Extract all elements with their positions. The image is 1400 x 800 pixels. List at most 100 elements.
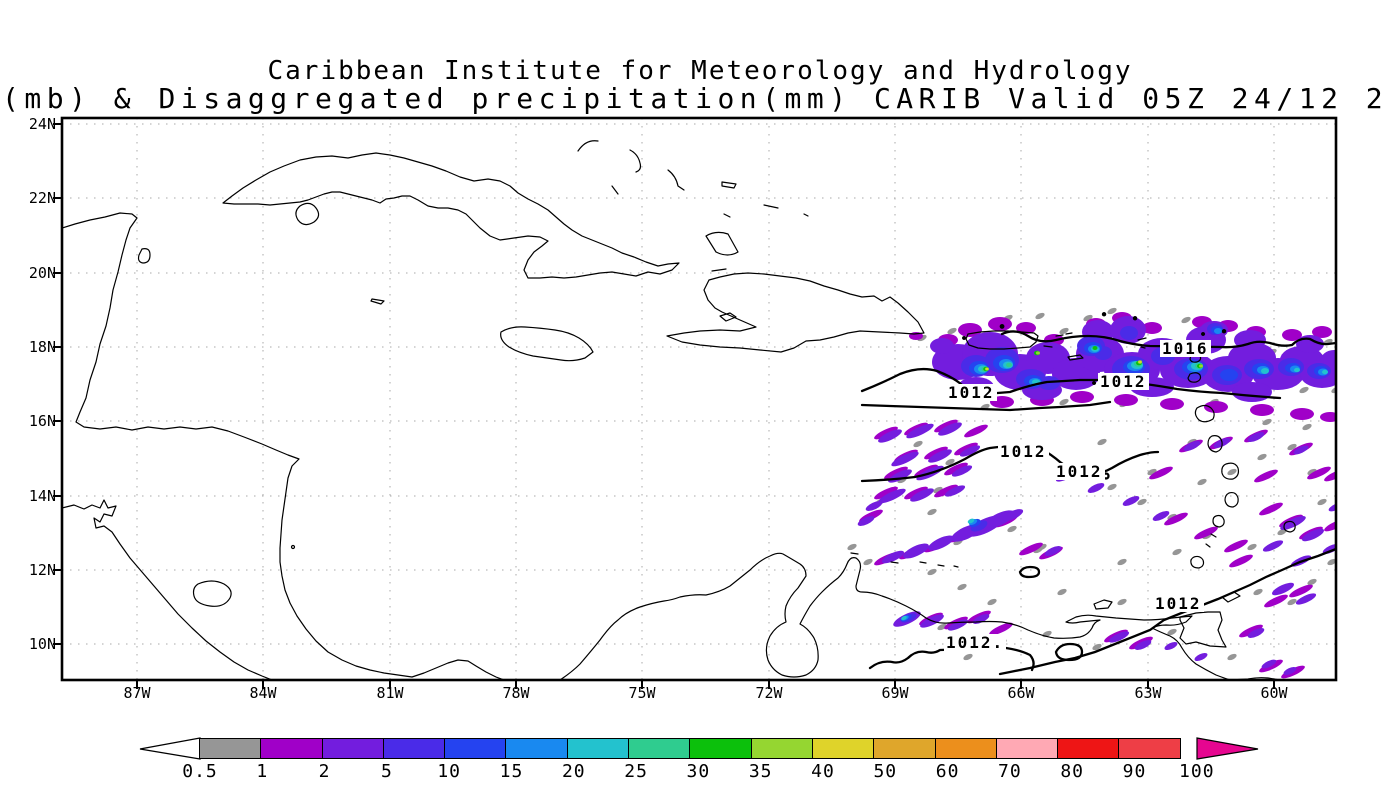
jamaica: [500, 326, 594, 362]
colorbar-cell: [566, 738, 630, 759]
vieques: [1043, 345, 1053, 348]
lat-label-20n: 20N: [28, 264, 56, 282]
isobar-closed-small: [1018, 565, 1041, 579]
st-croix: [1067, 354, 1084, 361]
colorbar-cell: [260, 738, 323, 759]
chart-title-line1: Caribbean Institute for Meteorology and …: [267, 56, 1133, 86]
gonave-island: [719, 312, 737, 322]
isobar-label-1012-a: 1012: [946, 383, 997, 402]
cozumel-island: [137, 248, 151, 264]
lon-label-87w: 87W: [123, 684, 151, 702]
hispaniola: [666, 272, 925, 353]
colorbar-tick-label: 40: [811, 761, 835, 782]
lon-label-69w: 69W: [881, 684, 909, 702]
colorbar-underflow-arrow: [139, 737, 201, 760]
isobar-label-1012-e: 1012: [1153, 594, 1204, 613]
isobar-label-1012-b: 1012: [1098, 372, 1149, 391]
colorbar-cell: [689, 738, 752, 759]
isobar-1012-venezuela: [868, 646, 1035, 672]
colorbar-tick-label: 100: [1179, 761, 1215, 782]
puerto-rico: [965, 330, 1039, 350]
isobar-label-1012-d: 1012: [1054, 462, 1105, 481]
colorbar-tick-label: 5: [380, 761, 393, 782]
lat-label-14n: 14N: [28, 487, 56, 505]
colorbar-tick-label: 50: [873, 761, 898, 782]
colorbar-tick-label: 30: [686, 761, 711, 782]
colorbar-cell: [1057, 738, 1120, 759]
colorbar-cell: [505, 738, 568, 759]
colorbar-cell: [199, 738, 262, 759]
lat-label-18n: 18N: [28, 338, 56, 356]
chart-title-line2: (mb) & Disaggregated precipitation(mm) C…: [2, 82, 1389, 115]
isobar-closed-low: [1054, 642, 1084, 662]
isobar-label-1012-f: 1012.: [944, 633, 1007, 652]
colorbar-cell: [444, 738, 507, 759]
colorbar-tick-label: 15: [499, 761, 524, 782]
colorbar-tick-label: 10: [437, 761, 462, 782]
graticule-gridlines: [62, 118, 1336, 680]
isobar-1012-north: [860, 367, 1282, 400]
colorbar-tick-label: 60: [935, 761, 960, 782]
lon-label-72w: 72W: [755, 684, 783, 702]
san-andres-island: [290, 544, 296, 550]
isobar-label-1016: 1016: [1160, 339, 1211, 358]
colorbar-tick-label: 90: [1122, 761, 1147, 782]
colorbar-cell: [1118, 738, 1181, 759]
virgin-islands: [1055, 332, 1073, 337]
isobar-contours: [860, 312, 1335, 676]
colorbar-tick-label: 70: [998, 761, 1022, 782]
precipitation-shading: [847, 307, 1335, 679]
isobar-1012-north-lower: [860, 400, 1112, 412]
colorbar-tick-label: 1: [256, 761, 269, 782]
lon-label-81w: 81W: [376, 684, 404, 702]
coast-south-america: [560, 552, 1278, 679]
coastlines: [63, 140, 1296, 679]
map-frame: [53, 116, 1338, 689]
lat-label-10n: 10N: [28, 635, 56, 653]
lat-ticks: [53, 123, 62, 645]
lon-label-63w: 63W: [1134, 684, 1162, 702]
colorbar-cell: [873, 738, 936, 759]
lon-ticks: [136, 680, 1275, 689]
colorbar-tick-label: 0.5: [182, 761, 218, 782]
trinidad: [1179, 611, 1227, 648]
colorbar-tick-label: 25: [624, 761, 648, 782]
isle-of-youth: [295, 202, 320, 226]
colorbar-tick-label: 35: [748, 761, 773, 782]
coast-central-america: [63, 212, 504, 679]
cayman: [370, 298, 385, 305]
lesser-antilles: [850, 337, 1296, 610]
lake-nicaragua: [192, 580, 232, 607]
lon-label-78w: 78W: [502, 684, 530, 702]
colorbar-cells: [199, 738, 1181, 759]
lon-label-84w: 84W: [249, 684, 277, 702]
colorbar-overflow-arrow: [1196, 737, 1259, 760]
colorbar-cell: [750, 738, 813, 759]
colorbar-tick-label: 80: [1060, 761, 1085, 782]
isobar-1016: [1000, 330, 1335, 349]
lat-label-12n: 12N: [28, 561, 56, 579]
colorbar-cell: [321, 738, 384, 759]
colorbar-cell: [382, 738, 446, 759]
lat-label-16n: 16N: [28, 412, 56, 430]
colorbar-cell: [934, 738, 997, 759]
isobar-1012-southeast: [998, 548, 1335, 676]
colorbar-tick-label: 2: [318, 761, 331, 782]
lat-label-22n: 22N: [28, 189, 56, 207]
tortuga-island: [711, 268, 727, 272]
isobar-1012-middle: [860, 444, 1160, 483]
lon-label-75w: 75W: [628, 684, 656, 702]
lat-label-24n: 24N: [28, 115, 56, 133]
colorbar-tick-label: 20: [561, 761, 586, 782]
coast-pacific: [63, 499, 272, 679]
lon-label-60w: 60W: [1260, 684, 1288, 702]
isobar-label-1012-c: 1012: [998, 442, 1049, 461]
colorbar-cell: [811, 738, 875, 759]
lon-label-66w: 66W: [1007, 684, 1035, 702]
bahamas-islands: [577, 140, 809, 256]
colorbar-cell: [628, 738, 691, 759]
cuba: [222, 152, 680, 279]
colorbar-cell: [995, 738, 1059, 759]
